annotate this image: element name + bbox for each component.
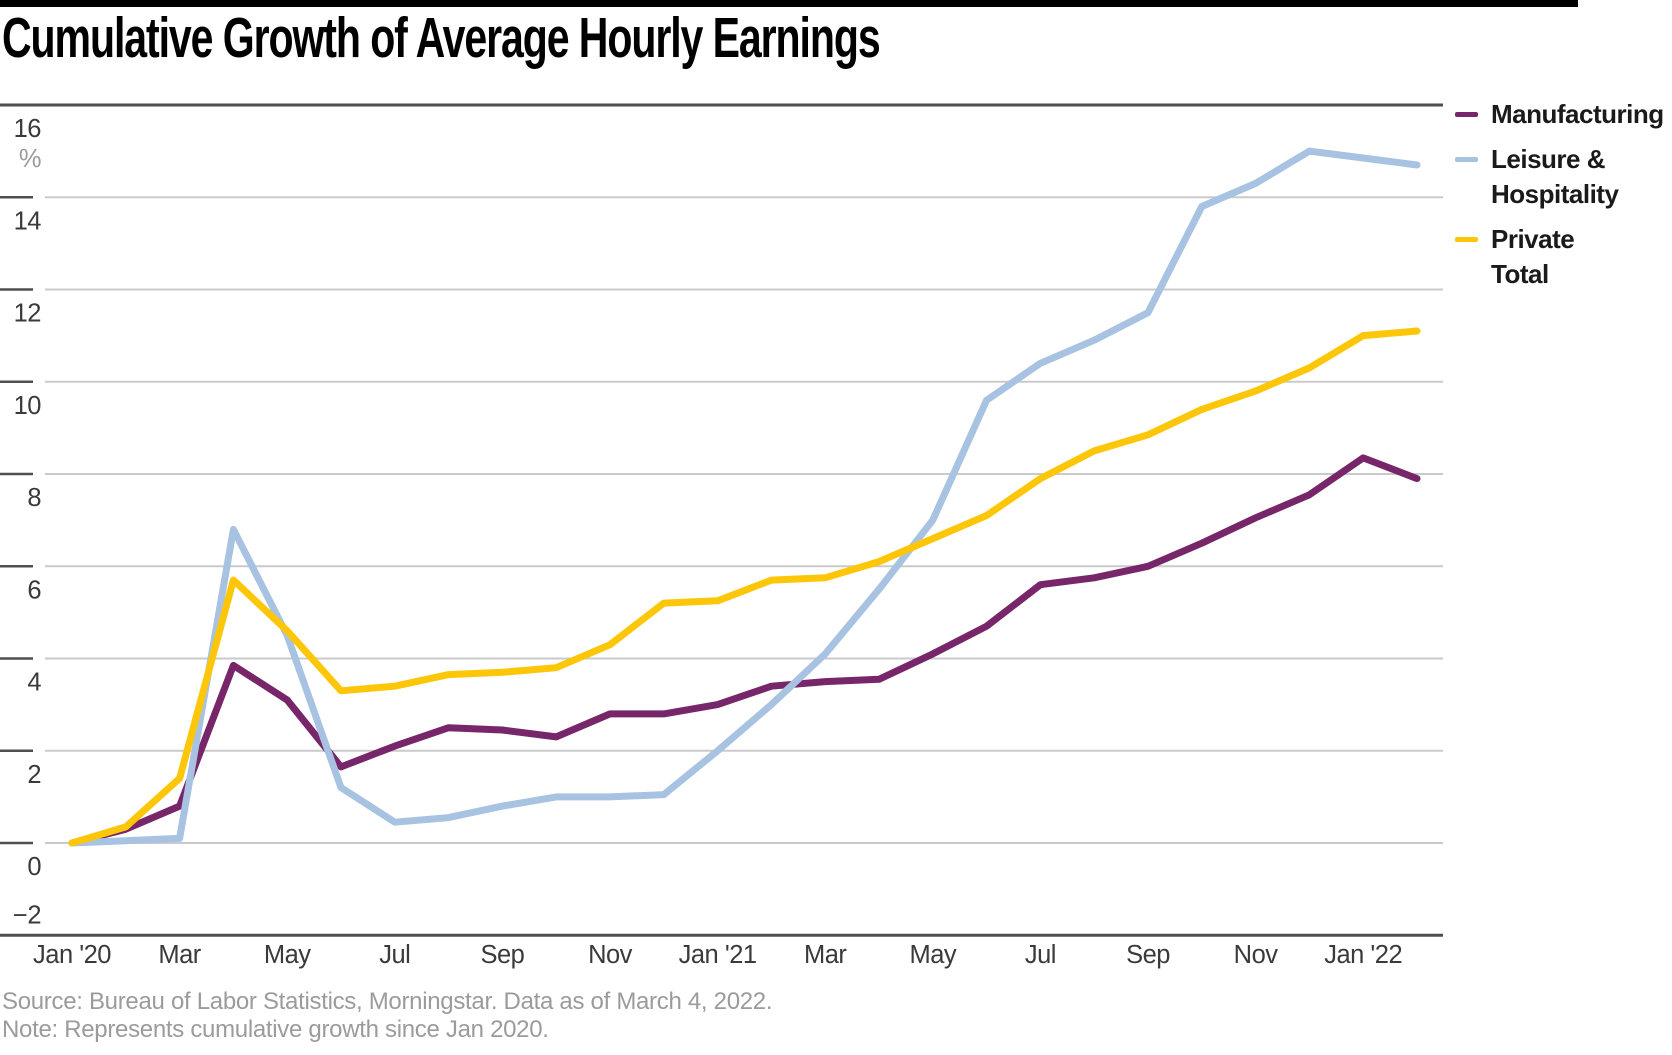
series-line-private-total: [68, 327, 1421, 847]
legend-dash-icon: [1455, 237, 1478, 242]
legend-label-line: Private: [1491, 224, 1575, 254]
legend-label-line: Manufacturing: [1491, 99, 1664, 129]
y-tick-label: 8: [27, 484, 41, 512]
y-tick-label: 6: [27, 576, 41, 604]
legend-entry: Manufacturing: [1455, 97, 1670, 132]
footer: Source: Bureau of Labor Statistics, Morn…: [2, 988, 773, 1044]
legend-dash-icon: [1455, 157, 1478, 162]
x-tick-label: Nov: [1234, 941, 1279, 969]
series-line-leisure-hospitality: [68, 147, 1421, 847]
chart-title: Cumulative Growth of Average Hourly Earn…: [2, 6, 881, 70]
y-axis-unit-label: %: [19, 145, 41, 173]
legend-entry: Leisure & Hospitality: [1455, 142, 1670, 212]
legend-label-line: Hospitality: [1491, 179, 1619, 209]
x-tick-label: Nov: [588, 941, 633, 969]
top-accent-bar: [0, 0, 1578, 7]
legend-label-line: Leisure &: [1491, 144, 1606, 174]
legend-label: Private Total: [1491, 222, 1575, 292]
y-tick-label: 4: [27, 669, 41, 697]
x-tick-label: Jan '21: [679, 941, 757, 969]
y-tick-label: −2: [13, 901, 41, 929]
legend-dash-icon: [1455, 112, 1478, 117]
y-tick-label: 14: [14, 207, 42, 235]
x-tick-label: Mar: [158, 941, 201, 969]
x-tick-label: May: [264, 941, 311, 969]
series-line-manufacturing: [68, 454, 1421, 847]
legend-label: Manufacturing: [1491, 97, 1664, 132]
legend: Manufacturing Leisure & Hospitality Private…: [1455, 97, 1670, 302]
x-tick-label: Jul: [379, 941, 410, 969]
legend-label: Leisure & Hospitality: [1491, 142, 1619, 212]
x-tick-label: Jul: [1025, 941, 1056, 969]
x-tick-label: Jan '22: [1324, 941, 1402, 969]
x-tick-label: May: [909, 941, 956, 969]
y-tick-label: 0: [27, 853, 41, 881]
x-tick-label: Sep: [1126, 941, 1170, 969]
y-tick-label: 10: [14, 392, 42, 420]
y-tick-label: 16: [14, 115, 42, 143]
source-line: Source: Bureau of Labor Statistics, Morn…: [2, 988, 773, 1015]
x-tick-label: Mar: [804, 941, 847, 969]
y-tick-label: 12: [14, 300, 41, 328]
legend-label-line: Total: [1491, 259, 1549, 289]
note-line: Note: Represents cumulative growth since…: [2, 1016, 549, 1043]
x-tick-label: Jan '20: [33, 941, 111, 969]
y-tick-label: 2: [27, 761, 41, 789]
x-tick-label: Sep: [480, 941, 524, 969]
legend-entry: Private Total: [1455, 222, 1670, 292]
